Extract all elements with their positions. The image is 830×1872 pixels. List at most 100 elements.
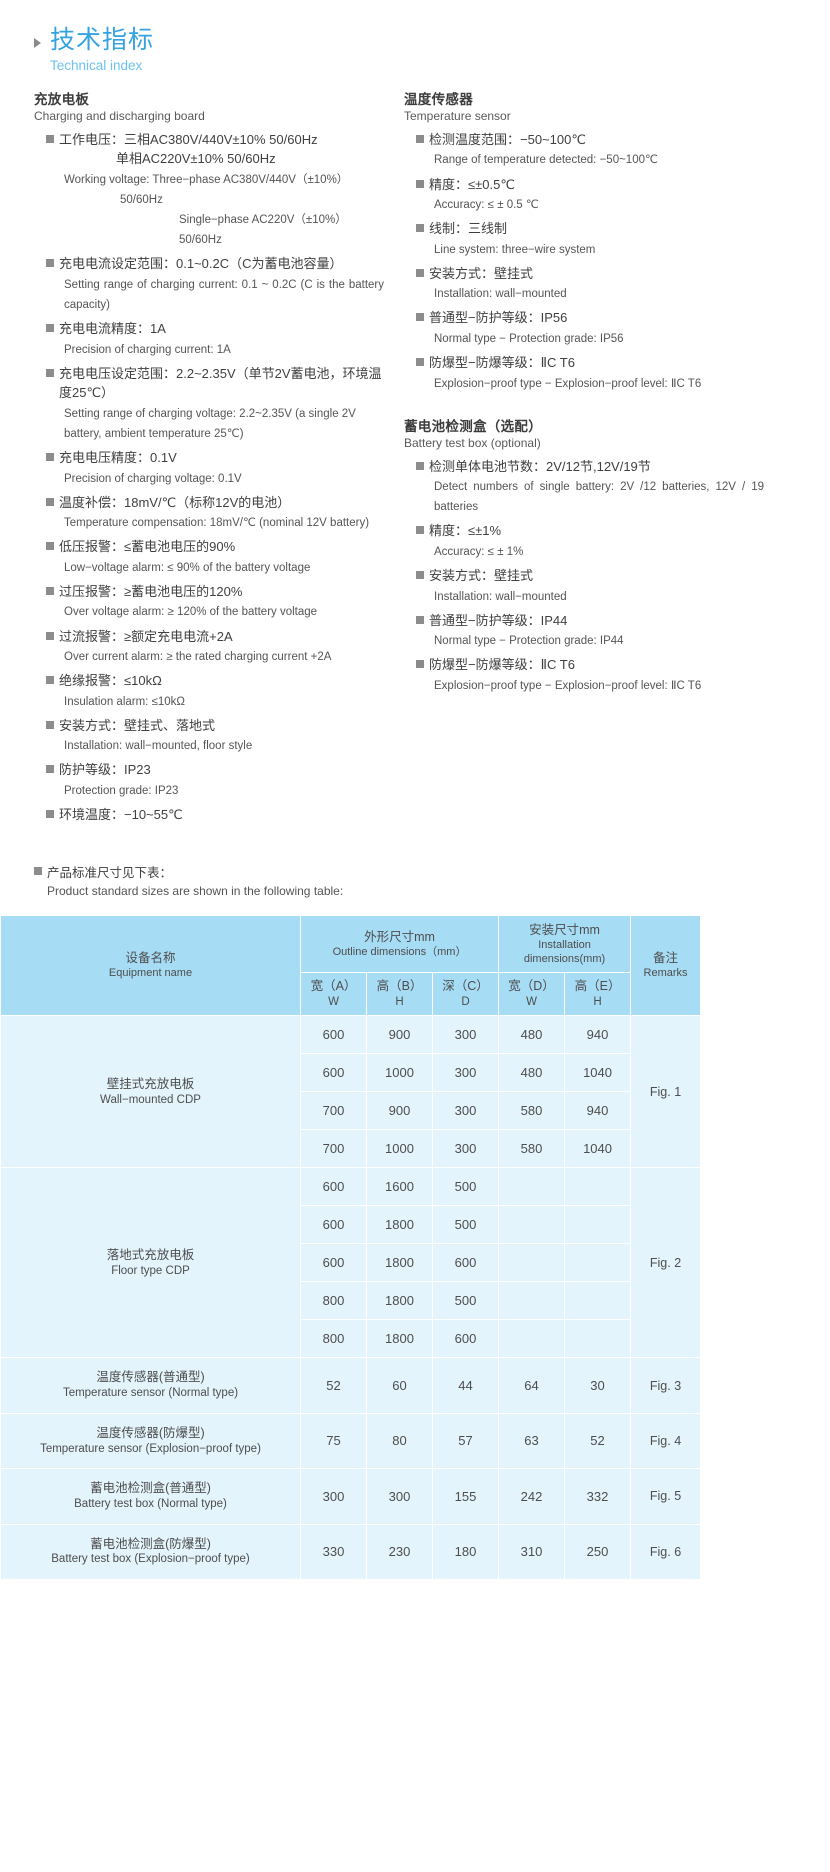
spec-cn: 安装方式：壁挂式 — [429, 568, 534, 584]
list-item: 充电电压精度：0.1V Precision of charging voltag… — [34, 448, 384, 489]
list-item: 充电电压设定范围：2.2~2.35V（单节2V蓄电池，环境温度25℃） Sett… — [34, 364, 384, 444]
dimension-cell: 600 — [300, 1205, 367, 1245]
dimension-cell: 75 — [300, 1412, 367, 1470]
table-row: 温度传感器(普通型) Temperature sensor (Normal typ… — [0, 1357, 702, 1414]
dimension-cell: 1800 — [366, 1243, 433, 1283]
spec-en: Precision of charging current: 1A — [64, 343, 231, 356]
square-bullet-icon — [416, 358, 424, 367]
group-title-charging-cn: 充放电板 — [34, 91, 90, 107]
col-outline-en: Outline dimensions（mm） — [332, 945, 467, 958]
dimension-cell: 300 — [431, 1091, 500, 1131]
spec-columns: 充放电板 Charging and discharging board 工作电压… — [0, 88, 830, 826]
dimension-cell — [498, 1167, 566, 1207]
dimension-cell: 900 — [366, 1091, 433, 1131]
table-head-row-2: 宽（A） W 高（B） H 深（C） D 宽（D） W 高（E） H — [1, 972, 701, 1017]
square-bullet-icon — [46, 765, 54, 774]
square-bullet-icon — [46, 497, 54, 506]
dimension-cell: 44 — [431, 1357, 500, 1414]
dimension-cell: 600 — [300, 1167, 367, 1207]
dimension-cell: 52 — [300, 1357, 367, 1414]
dimension-cell: 250 — [564, 1523, 632, 1580]
dimension-cell: 30 — [564, 1357, 632, 1414]
col-equipment-name-cn: 设备名称 — [125, 951, 176, 966]
spec-cn: 线制：三线制 — [429, 221, 508, 237]
col-width-d: 宽（D） W — [498, 972, 566, 1017]
spec-en: Installation: wall−mounted — [434, 590, 567, 603]
dimension-cell: 800 — [300, 1281, 367, 1321]
equipment-name-en: Temperature sensor (Explosion−proof type… — [40, 1442, 261, 1455]
equipment-name-cell: 蓄电池检测盒(防爆型) Battery test box (Explosion−p… — [0, 1523, 301, 1580]
col-height-e: 高（E） H — [564, 972, 632, 1017]
table-row: 700 900 300 580 940 — [1, 1091, 701, 1131]
col-install-en: Installation dimensions(mm) — [523, 938, 606, 966]
spec-cn: 绝缘报警：≤10kΩ — [59, 673, 162, 689]
dimension-cell: 480 — [498, 1015, 566, 1055]
spec-cn: 充电电压设定范围：2.2~2.35V（单节2V蓄电池，环境温度25℃） — [59, 365, 382, 401]
dimension-cell: 242 — [498, 1468, 566, 1525]
list-item: 防爆型−防爆等级：ⅡC T6 Explosion−proof type − Ex… — [404, 655, 764, 696]
dimension-cell: 600 — [300, 1015, 367, 1055]
spec-cn: 工作电压：三相AC380V/440V±10% 50/60Hz — [59, 131, 318, 147]
square-bullet-icon — [416, 313, 424, 322]
dimension-cell — [498, 1319, 566, 1359]
spec-en: Explosion−proof type − Explosion−proof l… — [434, 679, 702, 692]
list-item: 安装方式：壁挂式、落地式 Installation: wall−mounted,… — [34, 716, 384, 757]
list-item: 精度：≤±1% Accuracy: ≤ ± 1% — [404, 521, 764, 562]
dimension-cell: 300 — [431, 1015, 500, 1055]
square-bullet-icon — [46, 324, 54, 333]
spec-cn: 过压报警：≥蓄电池电压的120% — [59, 583, 243, 599]
list-item: 工作电压：三相AC380V/440V±10% 50/60Hz 单相AC220V±… — [34, 130, 384, 251]
group-title-tempsensor-cn: 温度传感器 — [404, 91, 473, 107]
spec-cn: 精度：≤±1% — [429, 523, 502, 539]
dimension-cell: 57 — [431, 1412, 500, 1470]
spec-column-right: 温度传感器 Temperature sensor 检测温度范围：−50~100℃… — [384, 88, 764, 826]
col-remarks-en: Remarks — [643, 967, 688, 980]
square-bullet-icon — [46, 453, 54, 462]
spec-cn: 环境温度：−10~55℃ — [59, 807, 183, 823]
dimension-cell: 330 — [300, 1523, 367, 1580]
spec-list-temperature-sensor: 检测温度范围：−50~100℃ Range of temperature det… — [404, 130, 764, 394]
spec-en: Line system: three−wire system — [434, 243, 596, 256]
spec-list-charging: 工作电压：三相AC380V/440V±10% 50/60Hz 单相AC220V±… — [34, 130, 384, 825]
spec-cn: 普通型−防护等级：IP56 — [429, 310, 568, 326]
equipment-name-en: Battery test box (Normal type) — [74, 1498, 227, 1511]
spec-list-battery-test-box: 检测单体电池节数：2V/12节,12V/19节 Detect numbers o… — [404, 457, 764, 696]
col-install-cn: 安装尺寸mm — [529, 922, 600, 937]
equipment-name-en: Wall−mounted CDP — [100, 1093, 201, 1106]
spec-en: Normal type − Protection grade: IP44 — [434, 635, 624, 648]
list-item: 线制：三线制 Line system: three−wire system — [404, 219, 764, 260]
page-title-cn: 技术指标 — [50, 26, 155, 54]
table-intro: 产品标准尺寸见下表： Product standard sizes are sh… — [0, 862, 830, 898]
spec-cn: 低压报警：≤蓄电池电压的90% — [59, 539, 236, 555]
table-body: 壁挂式充放电板 Wall−mounted CDP 600 900 300 480 940 Fi… — [0, 1015, 702, 1580]
table-row: 蓄电池检测盒(防爆型) Battery test box (Explosion−p… — [0, 1523, 702, 1580]
spec-cn: 充电电压精度：0.1V — [59, 450, 177, 466]
table-row: 600 1000 300 480 1040 — [1, 1053, 701, 1093]
list-item: 环境温度：−10~55℃ — [34, 805, 384, 825]
spec-cn: 检测温度范围：−50~100℃ — [429, 131, 586, 147]
square-bullet-icon — [46, 134, 54, 143]
col-outline-dimensions: 外形尺寸mm Outline dimensions（mm） — [299, 914, 500, 974]
dimension-cell — [498, 1205, 566, 1245]
dimension-cell: 600 — [300, 1243, 367, 1283]
table-head-row-1: 设备名称 Equipment name 外形尺寸mm Outline dimen… — [0, 914, 702, 1017]
spec-en: Working voltage: Three−phase AC380V/440V… — [64, 173, 349, 186]
square-bullet-icon — [416, 134, 424, 143]
dimension-cell: 60 — [366, 1357, 433, 1414]
col-equipment-name-en: Equipment name — [108, 967, 193, 980]
dimension-cell — [564, 1281, 632, 1321]
table-row: 700 1000 300 580 1040 — [1, 1129, 701, 1169]
square-bullet-icon — [46, 720, 54, 729]
list-item: 温度补偿：18mV/℃（标称12V的电池） Temperature compen… — [34, 493, 384, 534]
dimension-cell: 63 — [498, 1412, 566, 1470]
square-bullet-icon — [46, 631, 54, 640]
spec-en: Low−voltage alarm: ≤ 90% of the battery … — [64, 561, 311, 574]
equipment-name-en: Battery test box (Explosion−proof type) — [51, 1553, 250, 1566]
list-item: 精度：≤±0.5℃ Accuracy: ≤ ± 0.5 ℃ — [404, 175, 764, 216]
dimension-cell: 310 — [498, 1523, 566, 1580]
square-bullet-icon — [46, 542, 54, 551]
square-bullet-icon — [46, 810, 54, 819]
equipment-name-cell: 温度传感器(普通型) Temperature sensor (Normal typ… — [0, 1357, 301, 1414]
spec-cn: 安装方式：壁挂式、落地式 — [59, 717, 216, 733]
spec-cn: 温度补偿：18mV/℃（标称12V的电池） — [59, 494, 291, 510]
